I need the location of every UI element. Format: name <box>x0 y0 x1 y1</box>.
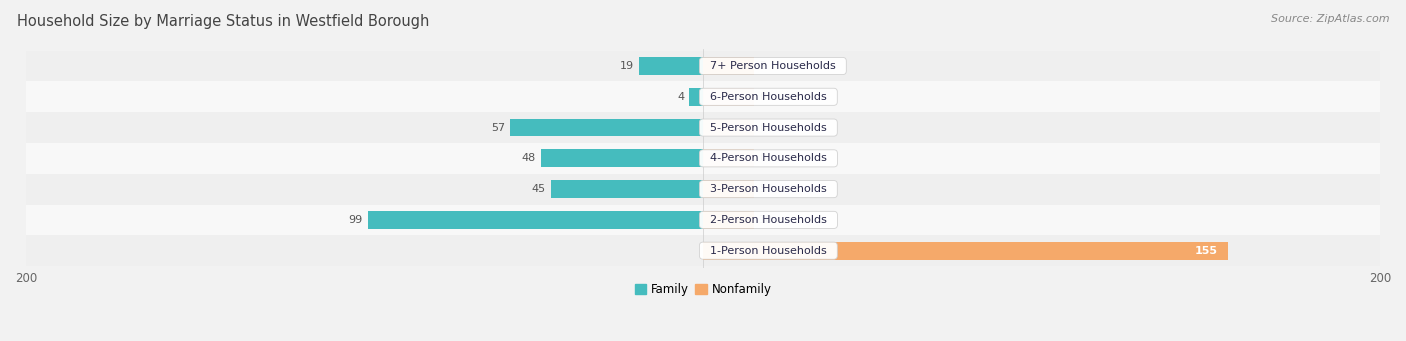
Bar <box>27 51 1379 81</box>
Text: 0: 0 <box>759 122 766 133</box>
Bar <box>540 149 703 167</box>
Text: 10: 10 <box>759 215 773 225</box>
Text: 1-Person Households: 1-Person Households <box>703 246 834 256</box>
Bar <box>703 180 754 198</box>
Bar <box>368 211 703 229</box>
Text: 57: 57 <box>491 122 505 133</box>
Text: 0: 0 <box>759 92 766 102</box>
Bar <box>703 149 754 167</box>
Text: 2: 2 <box>759 61 766 71</box>
Bar <box>551 180 703 198</box>
Text: 5: 5 <box>759 184 766 194</box>
Bar <box>27 112 1379 143</box>
Text: 48: 48 <box>522 153 536 163</box>
Text: 4: 4 <box>678 92 685 102</box>
Text: Source: ZipAtlas.com: Source: ZipAtlas.com <box>1271 14 1389 24</box>
Bar <box>27 205 1379 235</box>
Text: 6-Person Households: 6-Person Households <box>703 92 834 102</box>
Bar <box>27 81 1379 112</box>
Text: 19: 19 <box>620 61 634 71</box>
Bar <box>27 174 1379 205</box>
Bar <box>703 57 754 75</box>
Text: Household Size by Marriage Status in Westfield Borough: Household Size by Marriage Status in Wes… <box>17 14 429 29</box>
Text: 7+ Person Households: 7+ Person Households <box>703 61 842 71</box>
Text: 2-Person Households: 2-Person Households <box>703 215 834 225</box>
Text: 3-Person Households: 3-Person Households <box>703 184 834 194</box>
Bar <box>27 235 1379 266</box>
Text: 99: 99 <box>349 215 363 225</box>
Text: 5-Person Households: 5-Person Households <box>703 122 834 133</box>
Text: 155: 155 <box>1195 246 1218 256</box>
Bar <box>703 88 754 106</box>
Bar <box>510 119 703 136</box>
Legend: Family, Nonfamily: Family, Nonfamily <box>630 279 776 301</box>
Bar <box>27 143 1379 174</box>
Text: 0: 0 <box>759 153 766 163</box>
Bar <box>638 57 703 75</box>
Text: 4-Person Households: 4-Person Households <box>703 153 834 163</box>
Text: 45: 45 <box>531 184 546 194</box>
Bar <box>689 88 703 106</box>
Bar <box>703 211 754 229</box>
Bar <box>703 242 1227 260</box>
Bar <box>703 119 754 136</box>
